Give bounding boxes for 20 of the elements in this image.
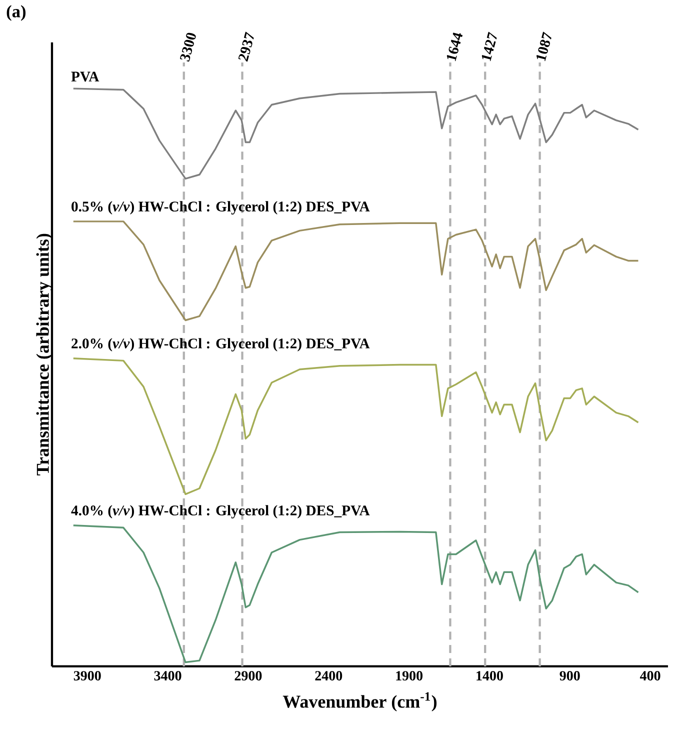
- x-tick-label: 1400: [476, 671, 503, 680]
- ref-line-label: 1644: [446, 32, 463, 62]
- x-axis-title: Wavenumber (cm$^{-1}$): [282, 692, 437, 712]
- x-tick-label: 2900: [234, 671, 262, 680]
- x-tick-label: 2400: [315, 671, 342, 680]
- x-tick-label: 400: [640, 671, 660, 680]
- y-axis-title: Transmittance (arbitrary units): [36, 234, 53, 476]
- x-tick-label: 1900: [396, 671, 423, 680]
- series-label: 2.0% (v/v) HW-ChCl : Glycerol (1:2) DES_PVA: [72, 338, 370, 352]
- ref-line-label: 1087: [536, 32, 552, 62]
- series-label: 4.0% (v/v) HW-ChCl : Glycerol (1:2) DES_PVA: [71, 505, 370, 518]
- text: (a): [6, 5, 26, 21]
- series-label: PVA: [71, 72, 100, 82]
- x-tick-label: 3900: [74, 671, 101, 680]
- series-label: 0.5% (v/v) HW-ChCl : Glycerol (1:2) DES_PVA: [72, 201, 370, 215]
- ref-line-label: 2937: [238, 32, 254, 62]
- x-tick-label: 3400: [154, 671, 182, 680]
- ref-line-label: 1427: [482, 32, 497, 62]
- ref-line-label: 3300: [180, 32, 196, 62]
- x-tick-label: 900: [560, 671, 580, 680]
